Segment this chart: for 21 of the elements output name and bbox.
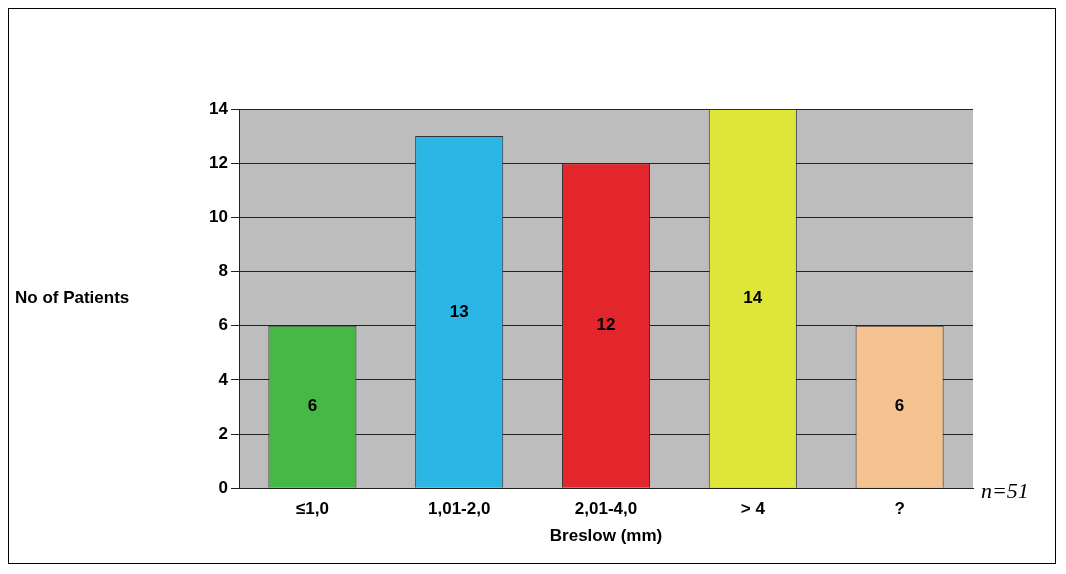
y-tick-label: 6 — [218, 315, 228, 335]
y-tick-label: 4 — [218, 369, 229, 389]
y-tick-label: 0 — [218, 477, 228, 497]
y-tick-label: 8 — [218, 261, 228, 281]
y-tick-label: 2 — [218, 423, 228, 443]
data-label: 12 — [596, 315, 616, 335]
x-tick-label: ? — [894, 499, 905, 519]
y-tick-label: 12 — [209, 152, 228, 172]
y-tick-label: 10 — [209, 207, 228, 227]
y-axis-title: No of Patients — [15, 288, 130, 308]
data-label: 6 — [894, 396, 905, 416]
y-tick-label: 14 — [209, 98, 229, 118]
x-tick-label: > 4 — [740, 499, 766, 519]
x-tick-label: 2,01-4,0 — [574, 499, 638, 519]
data-label: 13 — [449, 301, 469, 321]
text: n=51 — [981, 477, 1029, 503]
x-axis-title: Breslow (mm) — [549, 526, 663, 546]
x-tick-label: ≤1,0 — [295, 499, 329, 519]
x-tick-label: 1,01-2,0 — [428, 499, 491, 519]
data-label: 6 — [307, 396, 318, 416]
data-label: 14 — [743, 288, 763, 308]
